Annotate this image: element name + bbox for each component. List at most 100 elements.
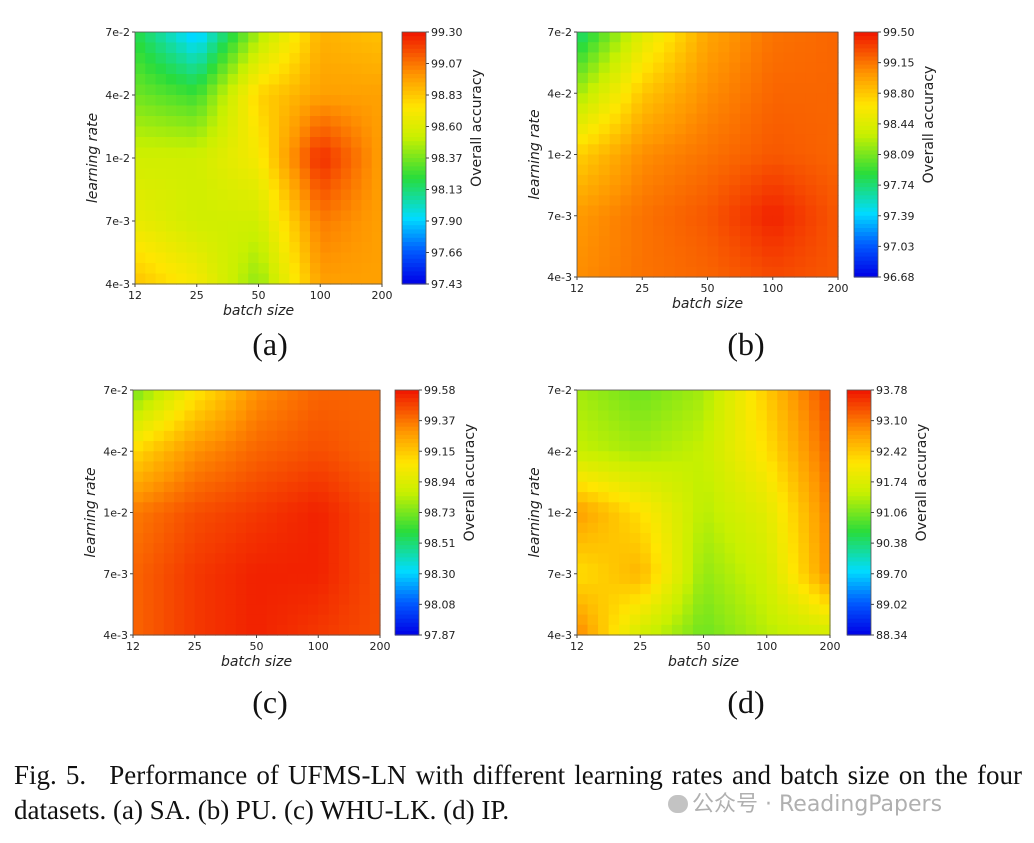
heatmap-cell [174,532,186,544]
heatmap-cell [729,83,741,94]
heatmap-cell [330,84,342,96]
heatmap-cell [186,221,198,233]
heatmap-cell [718,62,730,74]
heatmap-cell [359,441,371,452]
heatmap-cell [338,410,350,422]
heatmap-cell [608,390,620,401]
heatmap-cell [248,168,260,180]
heatmap-cell [237,200,249,212]
heatmap-cell [729,256,741,268]
heatmap-cell [735,624,747,636]
heatmap-cell [761,246,774,258]
heatmap-cell [297,532,309,544]
colorbar-segment [402,53,426,58]
heatmap-cell [707,103,719,115]
heatmap-cell [349,502,361,514]
heatmap-cell [297,502,309,514]
heatmap-cell [631,93,643,105]
heatmap-cell [359,614,371,626]
heatmap-cell [320,126,332,138]
heatmap-cell [196,116,208,128]
heatmap-cell [696,256,709,268]
heatmap-cell [756,573,768,585]
heatmap-cell [718,205,730,217]
heatmap-cell [349,614,361,626]
colorbar-segment [395,508,419,514]
heatmap-cell [330,263,342,275]
heatmap-cell [682,441,694,452]
heatmap-cell [577,225,589,237]
heatmap-cell [256,512,268,524]
heatmap-cell [587,553,599,565]
heatmap-cell [155,116,167,128]
heatmap-cell [577,42,589,54]
heatmap-cell [340,95,352,107]
colorbar-tick-label: 96.68 [883,271,915,284]
heatmap-cell [155,137,167,149]
heatmap-cell [289,42,301,54]
colorbar-label: Overall accuracy [462,424,478,542]
heatmap-cell [703,624,715,636]
heatmap-cell [237,210,249,222]
heatmap-cell [729,103,741,115]
heatmap-cell [246,441,258,452]
panel-b: 7e-2 4e-2 1e-2 7e-3 4e-3 12 25 50 100 200 batch si… [524,20,954,330]
heatmap-cell [620,83,632,94]
heatmap-cell [787,461,799,473]
heatmap-cell [661,563,673,575]
colorbar-segment [402,275,426,281]
heatmap-cell [258,189,270,201]
x-tick-label: 100 [762,282,783,295]
heatmap-cell [320,263,332,275]
heatmap-cell [351,168,363,180]
colorbar-segment [854,134,878,139]
heatmap-cell [299,252,311,264]
x-tick-label: 12 [126,640,140,653]
heatmap-cell [143,573,155,585]
heatmap-cell [619,604,631,616]
heatmap-cell [359,532,371,544]
heatmap-cell [340,137,352,149]
heatmap-cell [671,604,684,616]
heatmap-cell [805,42,817,54]
heatmap-cell [808,594,821,605]
heatmap-cell [163,624,175,636]
y-tick-label: 7e-3 [547,568,572,581]
heatmap-cell [371,147,383,159]
heatmap-cell [165,95,177,107]
heatmap-cell [598,256,611,268]
heatmap-cell [740,62,752,74]
heatmap-cell [827,103,839,115]
heatmap-cell [696,32,709,43]
heatmap-cell [827,52,839,64]
heatmap-cell [609,154,622,166]
heatmap-cell [165,116,177,128]
heatmap-cell [577,451,589,463]
y-tick-label: 1e-2 [547,149,572,162]
heatmap-cell [133,532,144,544]
heatmap-cell [338,604,350,616]
heatmap-cell [777,502,789,514]
heatmap-cell [330,32,342,44]
heatmap-cell [707,246,719,258]
heatmap-cell [361,273,373,285]
heatmap-cell [133,410,144,422]
heatmap-cell [598,390,610,401]
heatmap-cell [143,410,155,422]
heatmap-cell [794,32,806,43]
heatmap-cell [320,74,332,86]
heatmap-cell [246,624,258,636]
heatmap-cell [318,522,330,534]
heatmap-cell [320,84,332,96]
heatmap-cell [279,242,290,254]
heatmap-cell [307,502,319,514]
heatmap-cell [724,573,736,585]
heatmap-cell [740,103,752,115]
heatmap-cell [685,246,698,258]
colorbar-segment [402,158,426,163]
heatmap-cell [664,113,676,125]
colorbar-segment [395,590,419,595]
heatmap-cell [184,604,196,616]
colorbar-segment [395,434,419,440]
heatmap-cell [289,147,301,159]
